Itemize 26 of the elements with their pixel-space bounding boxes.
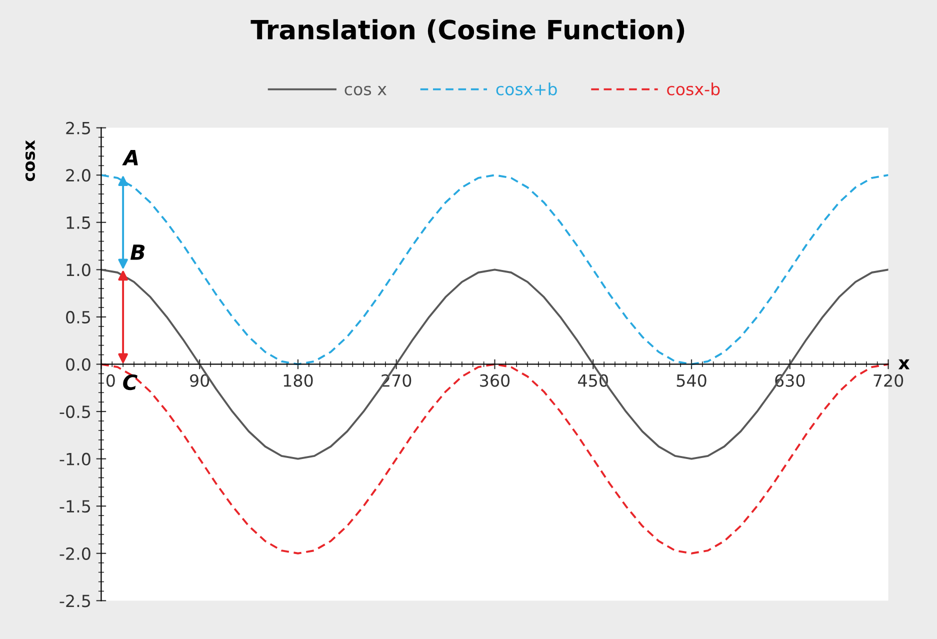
annotation: A xyxy=(122,150,138,166)
x-tick-label: 180 xyxy=(284,374,313,387)
y-tick-label: -2.5 xyxy=(60,594,90,608)
annotation: B xyxy=(130,244,145,260)
y-tick-label: 2.5 xyxy=(66,122,90,134)
y-tick-label: -0.5 xyxy=(60,405,90,418)
y-tick-label: 0.0 xyxy=(66,358,90,371)
y-tick-label: -1.0 xyxy=(60,452,90,466)
legend-label: cos x xyxy=(344,86,386,96)
y-tick-label: 1.5 xyxy=(66,216,90,229)
x-axis-title: x xyxy=(898,359,910,370)
x-tick-label: 0 xyxy=(106,374,115,387)
y-axis-title: cosx xyxy=(25,140,35,182)
y-tick-label: 2.0 xyxy=(66,169,90,182)
legend-label: cosx-b xyxy=(667,82,720,96)
annotation: C xyxy=(123,374,138,390)
line-series xyxy=(101,174,888,366)
x-tick-label: 720 xyxy=(874,374,904,387)
y-tick-label: -2.0 xyxy=(60,547,90,560)
legend-label: cosx+b xyxy=(496,82,557,96)
x-tick-label: 360 xyxy=(480,374,510,387)
x-tick-label: 540 xyxy=(676,374,706,387)
y-tick-label: -1.5 xyxy=(60,500,90,513)
y-tick-label: 0.5 xyxy=(66,310,90,324)
y-tick-label: 1.0 xyxy=(66,264,90,276)
chart-title: Translation (Cosine Function) xyxy=(250,19,684,43)
